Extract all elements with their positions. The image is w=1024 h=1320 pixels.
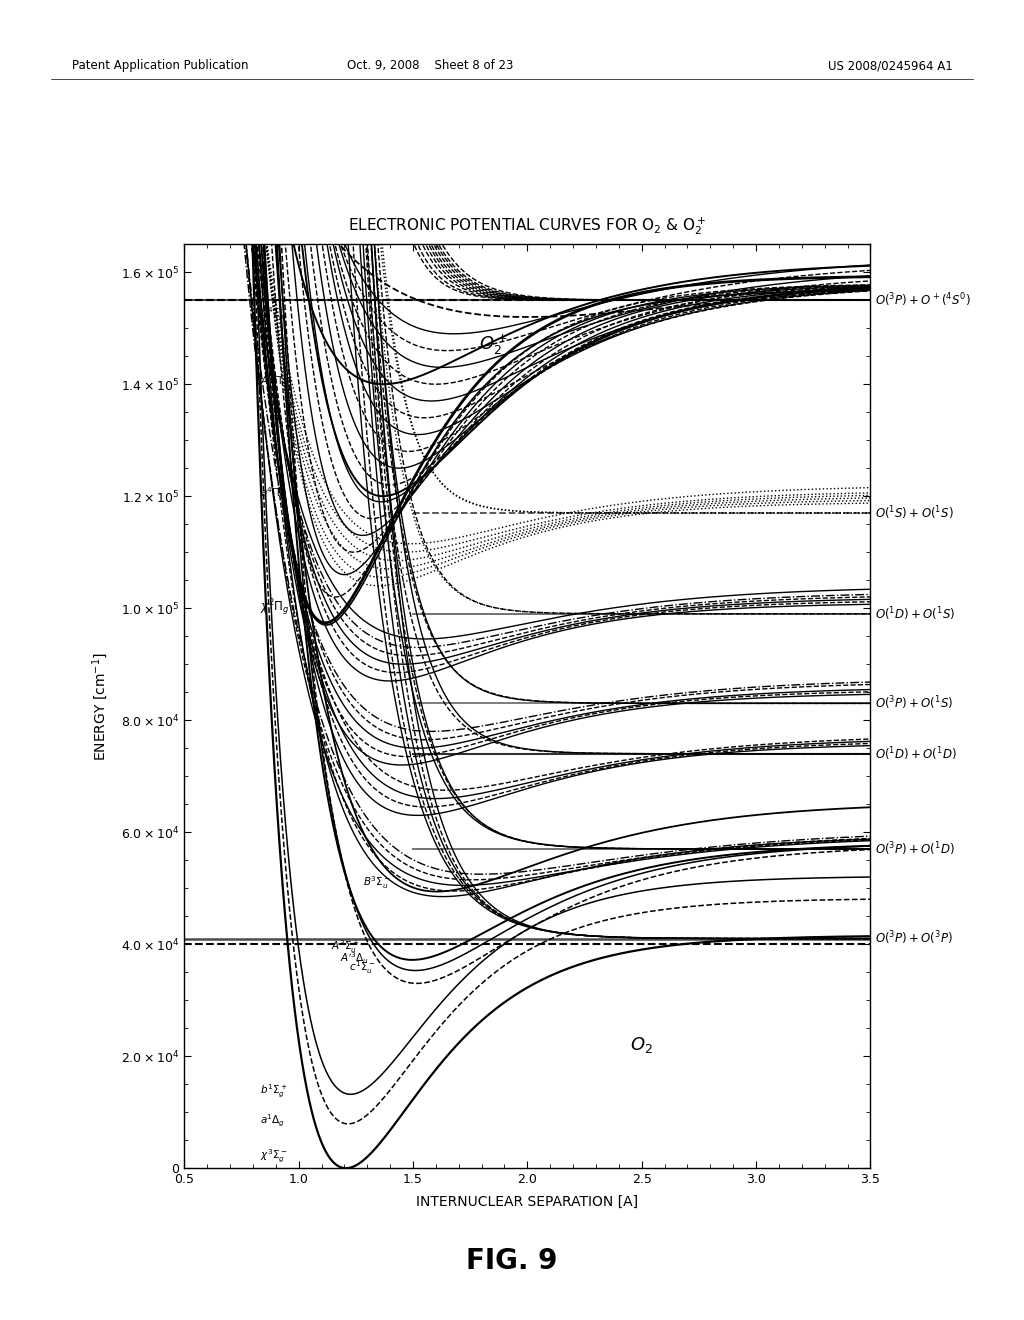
Text: $A'^3\Delta_u$: $A'^3\Delta_u$ xyxy=(340,950,369,966)
X-axis label: INTERNUCLEAR SEPARATION [A]: INTERNUCLEAR SEPARATION [A] xyxy=(417,1195,638,1208)
Text: $O(^1D) + O(^1S)$: $O(^1D) + O(^1S)$ xyxy=(874,605,955,623)
Text: $O(^1D) + O(^1D)$: $O(^1D) + O(^1D)$ xyxy=(874,744,956,763)
Text: $a^4\Pi_u$: $a^4\Pi_u$ xyxy=(260,486,286,502)
Text: US 2008/0245964 A1: US 2008/0245964 A1 xyxy=(827,59,952,73)
Text: $A^3\Sigma_u^+$: $A^3\Sigma_u^+$ xyxy=(331,939,359,956)
Text: Patent Application Publication: Patent Application Publication xyxy=(72,59,248,73)
Text: $O_2^+$: $O_2^+$ xyxy=(478,333,508,358)
Text: $O(^3P) + O(^1S)$: $O(^3P) + O(^1S)$ xyxy=(874,694,953,713)
Text: $b^1\Sigma_g^+$: $b^1\Sigma_g^+$ xyxy=(260,1082,288,1100)
Text: $O_2$: $O_2$ xyxy=(630,1035,653,1055)
Text: $b^4\Sigma_g^-$: $b^4\Sigma_g^-$ xyxy=(260,305,288,323)
Title: ELECTRONIC POTENTIAL CURVES FOR O$_2$ & O$_2^+$: ELECTRONIC POTENTIAL CURVES FOR O$_2$ & … xyxy=(348,215,707,236)
Text: $O(^3P) + O^+(^4S^0)$: $O(^3P) + O^+(^4S^0)$ xyxy=(874,292,971,309)
Text: $a^1\Delta_g$: $a^1\Delta_g$ xyxy=(260,1113,285,1129)
Text: $O(^3P) + O(^3P)$: $O(^3P) + O(^3P)$ xyxy=(874,929,953,948)
Text: $c^1\Sigma_u^-$: $c^1\Sigma_u^-$ xyxy=(349,960,376,975)
Text: Oct. 9, 2008    Sheet 8 of 23: Oct. 9, 2008 Sheet 8 of 23 xyxy=(347,59,513,73)
Text: $B^3\Sigma_u^-$: $B^3\Sigma_u^-$ xyxy=(362,874,391,891)
Text: $O(^1S) + O(^1S)$: $O(^1S) + O(^1S)$ xyxy=(874,504,953,521)
Text: $\chi^3\Sigma_g^-$: $\chi^3\Sigma_g^-$ xyxy=(260,1148,287,1166)
Text: $\chi^2\Pi_g$: $\chi^2\Pi_g$ xyxy=(260,598,290,619)
Y-axis label: ENERGY [cm$^{-1}$]: ENERGY [cm$^{-1}$] xyxy=(90,652,111,760)
Text: $O(^3P) + O(^1D)$: $O(^3P) + O(^1D)$ xyxy=(874,841,954,858)
Text: FIG. 9: FIG. 9 xyxy=(466,1246,558,1275)
Text: $A^2\Pi_u$: $A^2\Pi_u$ xyxy=(260,374,288,389)
